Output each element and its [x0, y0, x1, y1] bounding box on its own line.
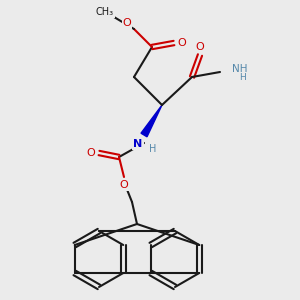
Text: O: O [87, 148, 95, 158]
Text: O: O [120, 180, 128, 190]
Text: NH: NH [232, 64, 248, 74]
Text: H: H [239, 73, 246, 82]
Text: O: O [123, 18, 131, 28]
Text: CH₃: CH₃ [96, 7, 114, 17]
Text: N: N [134, 139, 142, 149]
Text: H: H [149, 144, 156, 154]
Text: O: O [196, 42, 204, 52]
Polygon shape [141, 105, 162, 137]
Text: O: O [178, 38, 186, 48]
